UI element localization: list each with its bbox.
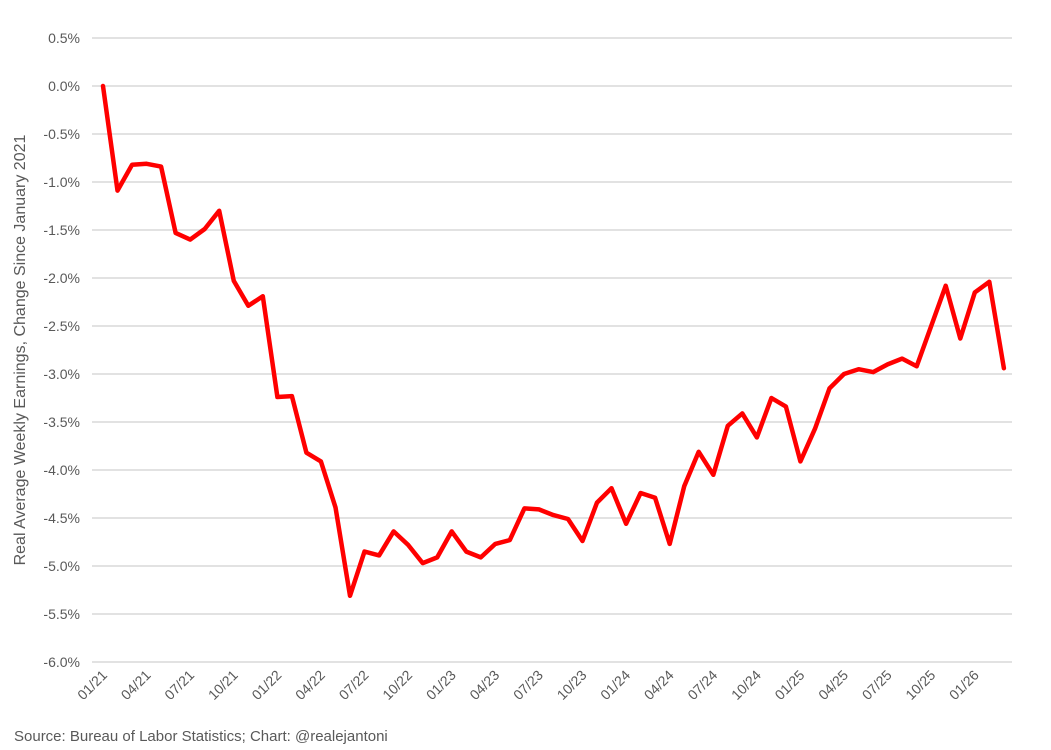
x-tick-label: 10/25 bbox=[902, 667, 938, 703]
x-tick-label: 01/22 bbox=[248, 667, 284, 703]
y-tick-label: -5.0% bbox=[43, 558, 80, 574]
y-tick-label: -0.5% bbox=[43, 126, 80, 142]
y-axis-ticks: 0.5% 0.0% -0.5% -1.0% -1.5% -2.0% -2.5% -3.0% -3… bbox=[43, 30, 80, 670]
x-tick-label: 01/24 bbox=[597, 667, 633, 703]
y-tick-label: -5.5% bbox=[43, 606, 80, 622]
y-tick-label: -3.0% bbox=[43, 366, 80, 382]
x-tick-label: 04/23 bbox=[466, 667, 502, 703]
x-tick-label: 10/24 bbox=[728, 667, 764, 703]
y-axis-title: Real Average Weekly Earnings, Change Sin… bbox=[12, 135, 29, 566]
x-tick-label: 07/22 bbox=[336, 667, 372, 703]
y-tick-label: -2.5% bbox=[43, 318, 80, 334]
gridlines bbox=[92, 37, 1012, 663]
x-tick-label: 10/22 bbox=[379, 667, 415, 703]
x-tick-label: 01/25 bbox=[771, 667, 807, 703]
x-tick-label: 01/21 bbox=[74, 667, 110, 703]
x-axis-ticks: 01/21 04/21 07/21 10/21 01/22 04/22 07/22 10/22… bbox=[74, 667, 982, 703]
x-tick-label: 04/22 bbox=[292, 667, 328, 703]
y-tick-label: 0.0% bbox=[48, 78, 80, 94]
x-tick-label: 07/23 bbox=[510, 667, 546, 703]
y-tick-label: -6.0% bbox=[43, 654, 80, 670]
y-tick-label: -2.0% bbox=[43, 270, 80, 286]
y-tick-label: -4.5% bbox=[43, 510, 80, 526]
x-tick-label: 07/25 bbox=[859, 667, 895, 703]
x-tick-label: 10/23 bbox=[554, 667, 590, 703]
source-note: Source: Bureau of Labor Statistics; Char… bbox=[14, 728, 388, 745]
series-line bbox=[100, 83, 1007, 599]
x-tick-label: 01/26 bbox=[946, 667, 982, 703]
x-tick-label: 07/24 bbox=[684, 667, 720, 703]
y-tick-label: -1.5% bbox=[43, 222, 80, 238]
x-tick-label: 04/21 bbox=[118, 667, 154, 703]
x-tick-label: 04/25 bbox=[815, 667, 851, 703]
x-tick-label: 10/21 bbox=[205, 667, 241, 703]
y-tick-label: 0.5% bbox=[48, 30, 80, 46]
x-tick-label: 07/21 bbox=[161, 667, 197, 703]
x-tick-label: 01/23 bbox=[423, 667, 459, 703]
y-tick-label: -1.0% bbox=[43, 174, 80, 190]
x-tick-label: 04/24 bbox=[641, 667, 677, 703]
y-tick-label: -3.5% bbox=[43, 414, 80, 430]
y-tick-label: -4.0% bbox=[43, 462, 80, 478]
